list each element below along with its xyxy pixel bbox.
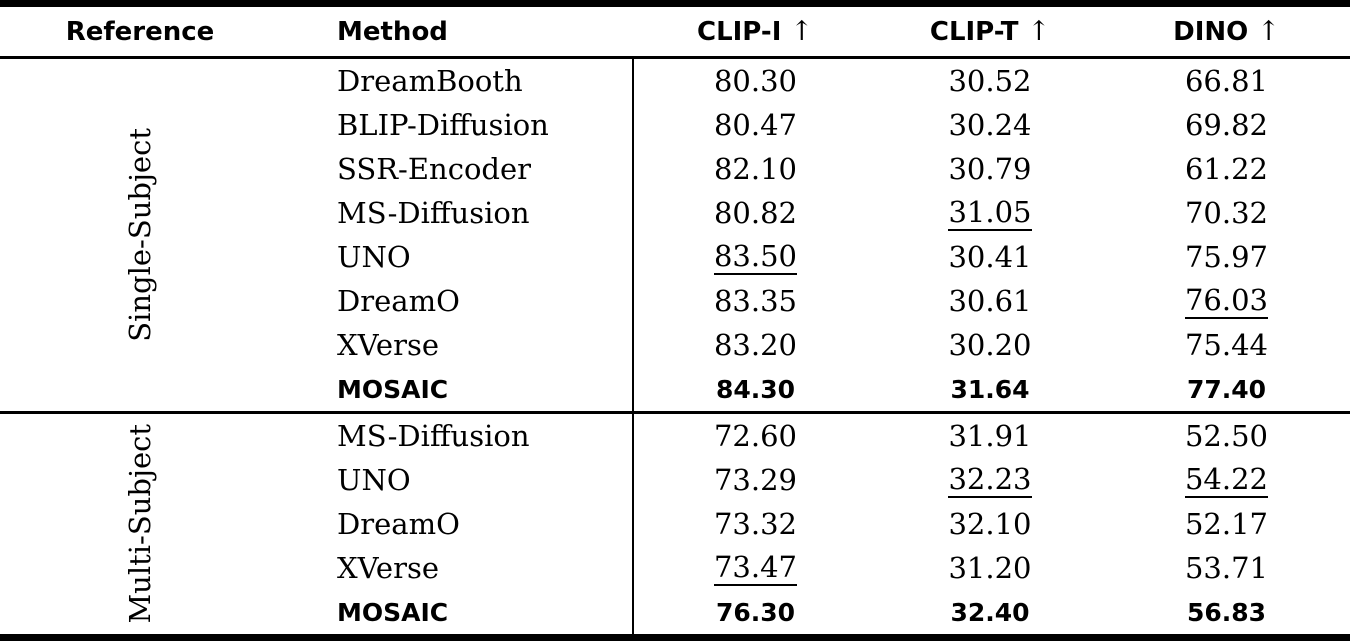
clip-t-cell: 31.64 — [950, 374, 1030, 404]
clip-i-cell: 82.10 — [713, 152, 798, 186]
clip-t-cell: 31.20 — [948, 551, 1032, 585]
underlined-value: 76.03 — [1184, 283, 1269, 319]
clip-t-cell: 31.91 — [877, 411, 1103, 458]
clip-t-cell: 32.40 — [950, 597, 1030, 627]
method-cell: MOSAIC — [280, 590, 634, 638]
column-header-clip-i: CLIP-I ↑ — [633, 3, 877, 59]
method-cell: XVerse — [280, 546, 634, 590]
method-cell: MOSAIC — [280, 367, 634, 413]
underlined-value: 73.47 — [713, 550, 798, 586]
table-row-mosaic: MOSAIC 84.30 31.64 77.40 — [0, 367, 1350, 413]
clip-i-cell: 84.30 — [715, 374, 796, 404]
rotated-section-label: Multi-Subject — [122, 424, 157, 624]
dino-cell: 53.71 — [1184, 551, 1269, 585]
method-cell: UNO — [280, 235, 634, 279]
method-cell: DreamO — [280, 279, 634, 323]
table-row: Multi-Subject MS-Diffusion 72.60 31.91 5… — [0, 411, 1350, 638]
method-cell: SSR-Encoder — [280, 147, 634, 191]
clip-t-cell: 31.05 — [877, 191, 1103, 235]
table-row: MS-Diffusion 80.82 31.05 70.32 — [0, 191, 1350, 235]
dino-cell: 61.22 — [1184, 152, 1269, 186]
clip-i-cell: 73.47 — [633, 546, 877, 590]
clip-i-cell: 73.29 — [713, 463, 798, 497]
method-cell: XVerse — [280, 323, 634, 367]
dino-cell: 70.32 — [1184, 196, 1269, 230]
method-cell: BLIP-Diffusion — [280, 103, 634, 147]
up-arrow-icon: ↑ — [790, 16, 813, 47]
column-header-dino: DINO ↑ — [1103, 3, 1350, 59]
underlined-value: 54.22 — [1184, 462, 1269, 498]
up-arrow-icon: ↑ — [1257, 16, 1280, 47]
dino-cell: 75.44 — [1184, 328, 1269, 362]
table-row: SSR-Encoder 82.10 30.79 61.22 — [0, 147, 1350, 191]
underlined-value: 32.23 — [948, 462, 1032, 498]
up-arrow-icon: ↑ — [1027, 16, 1051, 47]
table-row: XVerse 83.20 30.20 75.44 — [0, 323, 1350, 367]
clip-i-cell: 80.47 — [713, 108, 798, 142]
dino-cell: 52.50 — [1103, 411, 1350, 458]
table-row-mosaic: MOSAIC 76.30 32.40 56.83 — [0, 590, 1350, 638]
column-header-clip-t: CLIP-T ↑ — [877, 3, 1103, 59]
dino-cell: 69.82 — [1184, 108, 1269, 142]
method-cell: DreamBooth — [280, 57, 634, 103]
method-cell: DreamO — [280, 502, 634, 546]
dino-cell: 66.81 — [1184, 64, 1269, 98]
underlined-value: 31.05 — [948, 195, 1032, 231]
clip-t-cell: 30.79 — [948, 152, 1032, 186]
clip-t-cell: 30.52 — [948, 64, 1032, 98]
multi-subject-section: Multi-Subject MS-Diffusion 72.60 31.91 5… — [0, 411, 1350, 638]
clip-i-cell: 73.32 — [713, 507, 798, 541]
dino-cell: 76.03 — [1103, 279, 1350, 323]
table-row: UNO 73.29 32.23 54.22 — [0, 458, 1350, 502]
clip-t-cell: 32.10 — [948, 507, 1032, 541]
column-header-reference: Reference — [0, 3, 280, 59]
clip-t-cell: 30.20 — [948, 328, 1032, 362]
clip-i-cell: 83.35 — [713, 284, 798, 318]
section-label-multi-subject: Multi-Subject — [0, 411, 280, 638]
clip-i-cell: 83.50 — [633, 235, 877, 279]
underlined-value: 83.50 — [713, 239, 798, 275]
rotated-section-label: Single-Subject — [122, 128, 157, 342]
dino-cell: 54.22 — [1103, 458, 1350, 502]
clip-i-cell: 80.30 — [713, 64, 798, 98]
clip-t-cell: 32.23 — [877, 458, 1103, 502]
method-cell: UNO — [280, 458, 634, 502]
table-row: XVerse 73.47 31.20 53.71 — [0, 546, 1350, 590]
method-cell: MS-Diffusion — [280, 411, 634, 458]
section-label-single-subject: Single-Subject — [0, 58, 280, 413]
clip-t-cell: 30.41 — [948, 240, 1032, 274]
single-subject-section: Single-Subject DreamBooth 80.30 30.52 66… — [0, 57, 1350, 413]
header-row: Reference Method CLIP-I ↑ CLIP-T ↑ DINO ↑ — [0, 3, 1350, 59]
table-row: DreamO 73.32 32.10 52.17 — [0, 502, 1350, 546]
dino-cell: 56.83 — [1186, 597, 1267, 627]
column-header-method: Method — [280, 3, 633, 59]
table-row: BLIP-Diffusion 80.47 30.24 69.82 — [0, 103, 1350, 147]
table-row: UNO 83.50 30.41 75.97 — [0, 235, 1350, 279]
table-row: Single-Subject DreamBooth 80.30 30.52 66… — [0, 57, 1350, 342]
dino-cell: 77.40 — [1186, 374, 1267, 404]
table-row: DreamO 83.35 30.61 76.03 — [0, 279, 1350, 323]
clip-i-cell: 72.60 — [633, 411, 877, 458]
clip-i-cell: 80.82 — [713, 196, 798, 230]
dino-cell: 52.17 — [1184, 507, 1269, 541]
clip-t-cell: 30.24 — [948, 108, 1032, 142]
dino-cell: 75.97 — [1184, 240, 1269, 274]
method-cell: MS-Diffusion — [280, 191, 634, 235]
clip-t-cell: 30.61 — [948, 284, 1032, 318]
clip-i-cell: 76.30 — [715, 597, 796, 627]
clip-i-cell: 83.20 — [713, 328, 798, 362]
